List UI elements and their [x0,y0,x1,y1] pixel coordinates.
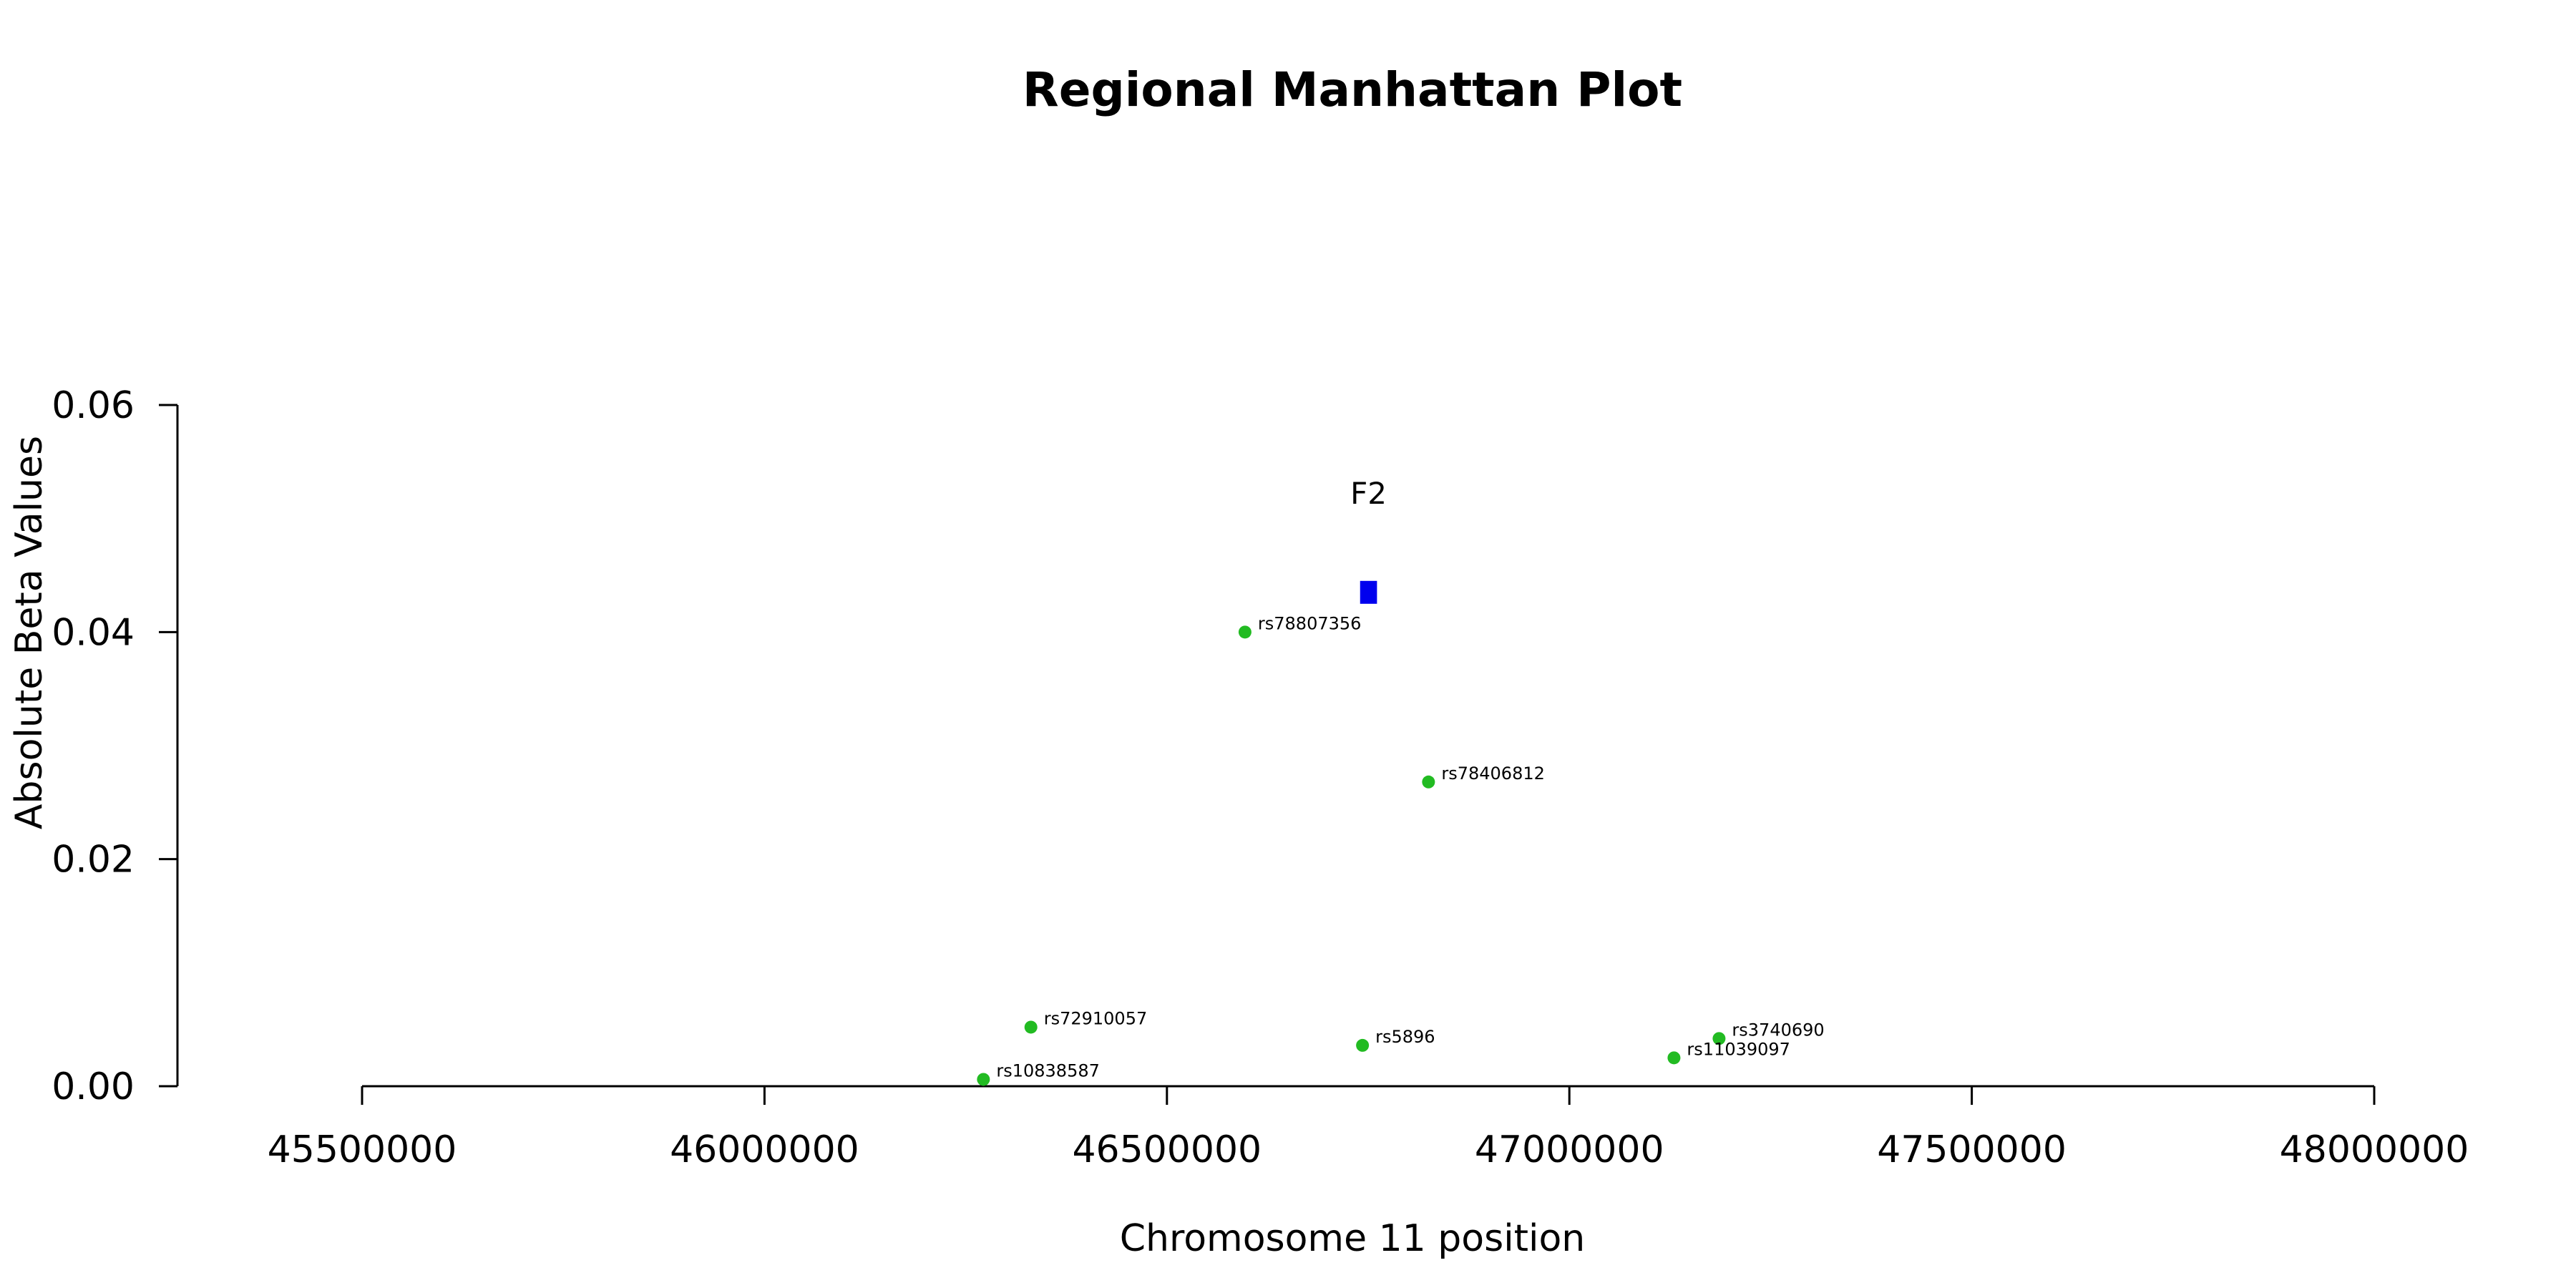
y-axis-label: Absolute Beta Values [8,436,51,829]
y-tick-label: 0.02 [52,839,135,882]
snp-label: rs78406812 [1441,763,1545,784]
snp-point [1238,625,1252,639]
y-ticks: 0.00 0.02 0.04 0.06 [52,384,177,1108]
x-tick-label: 45500000 [268,1128,457,1171]
gene-label: F2 [1350,476,1387,511]
y-axis: 0.00 0.02 0.04 0.06 [52,384,179,1108]
snp-label: rs10838587 [996,1060,1100,1080]
chart-title: Regional Manhattan Plot [1023,62,1682,117]
snp-point [1356,1038,1370,1052]
y-tick-label: 0.06 [52,384,135,427]
snp-label: rs72910057 [1044,1008,1148,1028]
x-tick-label: 46000000 [670,1128,859,1171]
y-tick-label: 0.00 [52,1065,135,1108]
snp-point [977,1073,990,1086]
x-tick-label: 46500000 [1072,1128,1262,1171]
snp-label: rs3740690 [1732,1020,1824,1040]
snp-label: rs5896 [1375,1027,1435,1047]
snp-label: rs78807356 [1258,613,1362,633]
snp-points: rs78807356 rs78406812 rs72910057 rs5896 rs37… [977,613,1825,1086]
snp-point [1667,1051,1681,1065]
x-tick-label: 47500000 [1877,1128,2067,1171]
gene-marker [1360,580,1377,604]
snp-point [1422,775,1435,789]
snp-label: rs11039097 [1687,1039,1790,1059]
x-ticks: 45500000 46000000 46500000 47000000 47500000… [268,1086,2469,1171]
gene-markers: F2 [1350,476,1387,604]
x-axis: 45500000 46000000 46500000 47000000 47500000… [268,1085,2469,1171]
x-axis-label: Chromosome 11 position [1120,1217,1586,1260]
snp-point [1712,1032,1726,1045]
snp-point [1024,1020,1038,1034]
x-tick-label: 47000000 [1475,1128,1664,1171]
y-tick-label: 0.04 [52,611,135,654]
x-tick-label: 48000000 [2280,1128,2469,1171]
